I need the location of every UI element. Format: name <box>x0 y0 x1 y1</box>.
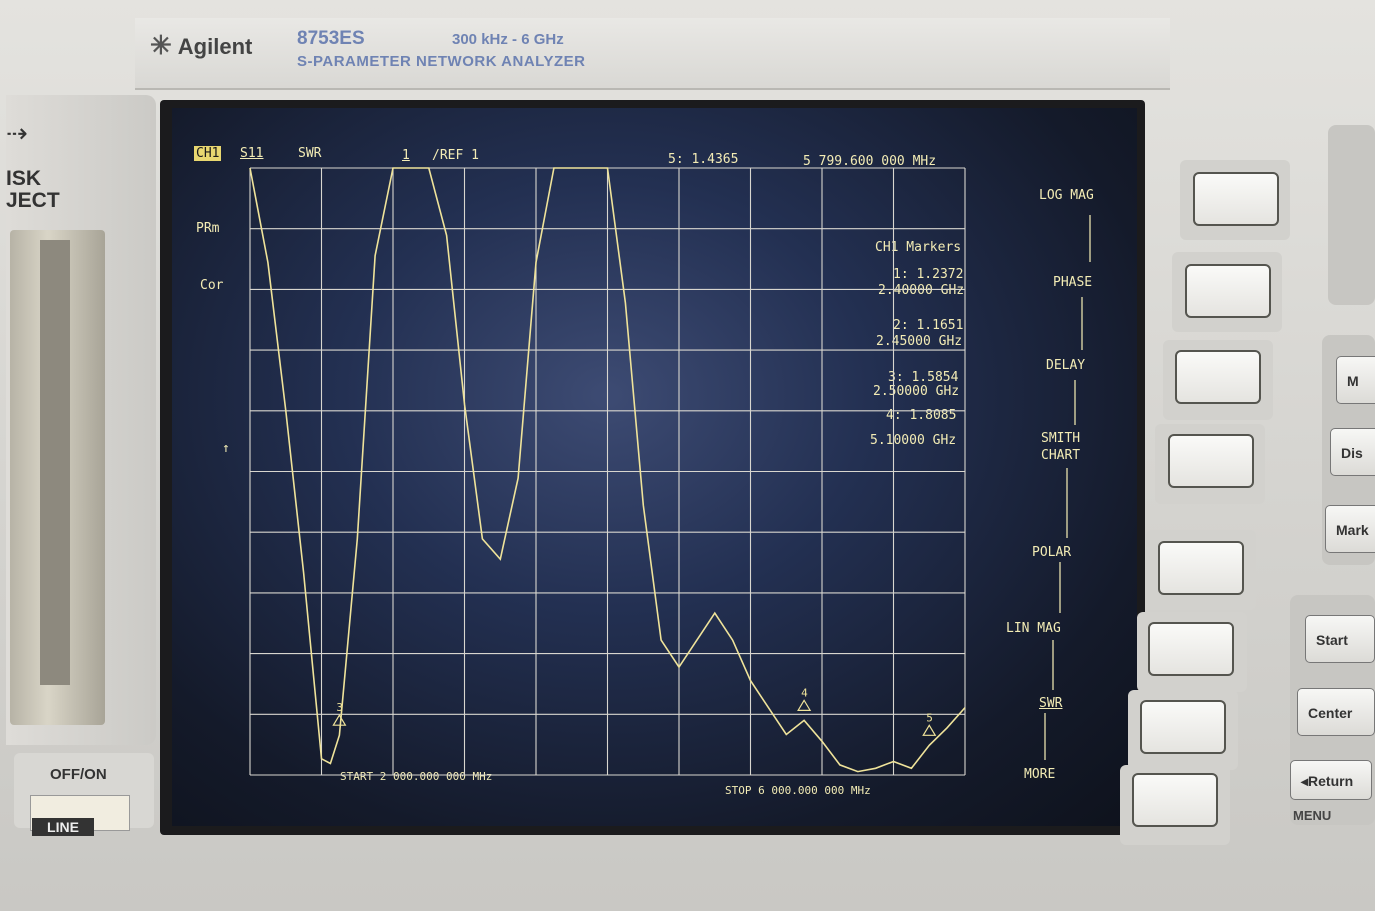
menu-chart: CHART <box>1041 448 1081 463</box>
return-button[interactable]: ◂Return <box>1290 760 1372 800</box>
disk-label-line-1: ISK <box>6 167 42 190</box>
disk-drive-opening <box>40 240 70 685</box>
brand-name: Agilent <box>177 34 253 59</box>
center-button[interactable]: Center <box>1297 688 1375 736</box>
scale-label: 1 <box>402 148 410 163</box>
reference-arrow-icon: ↑ <box>222 441 230 456</box>
menu-section-label: MENU <box>1293 808 1332 823</box>
softkey-2-button[interactable] <box>1185 264 1271 318</box>
agilent-spark-icon: ✳ <box>150 30 172 60</box>
crt-screen <box>172 108 1137 826</box>
power-ranging-indicator: PRm <box>196 221 220 236</box>
channel-indicator: CH1 <box>194 146 222 161</box>
marker-triangle <box>797 699 812 711</box>
marker-1-value: 1: 1.2372 <box>893 267 964 282</box>
softkey-8-button[interactable] <box>1132 773 1218 827</box>
right-indicator-panel <box>1328 125 1375 305</box>
line-label: LINE <box>32 818 94 836</box>
return-arrow-icon: ◂ <box>1301 773 1309 789</box>
menu-swr: SWR <box>1039 696 1063 711</box>
menu-phase: PHASE <box>1053 275 1093 290</box>
menu-lin-mag: LIN MAG <box>1006 621 1061 636</box>
disk-eject-label: ISK JECT <box>6 168 60 212</box>
stop-frequency: STOP 6 000.000 000 MHz <box>725 784 871 797</box>
marker-label: 4 <box>801 686 808 699</box>
brand-logo: ✳ Agilent <box>150 30 252 61</box>
active-marker-value: 5: 1.4365 <box>668 152 739 167</box>
product-subtitle: S-PARAMETER NETWORK ANALYZER <box>297 53 586 70</box>
softkey-3-button[interactable] <box>1175 350 1261 404</box>
marker-table-title: CH1 Markers <box>875 240 962 255</box>
marker-triangle <box>332 714 347 726</box>
menu-log-mag: LOG MAG <box>1039 188 1094 203</box>
marker-4-value: 4: 1.8085 <box>886 408 957 423</box>
format-label: SWR <box>298 146 322 161</box>
menu-delay: DELAY <box>1046 358 1086 373</box>
marker-triangle <box>922 724 937 736</box>
marker-3-value: 3: 1.5854 <box>888 370 959 385</box>
softkey-7-button[interactable] <box>1140 700 1226 754</box>
softkey-1-button[interactable] <box>1193 172 1279 226</box>
softkey-4-button[interactable] <box>1168 434 1254 488</box>
disk-label-line-2: JECT <box>6 189 60 212</box>
marker-button[interactable]: Mark <box>1325 505 1375 553</box>
swr-trace <box>249 167 966 773</box>
model-number: 8753ES <box>297 28 365 49</box>
start-frequency: START 2 000.000 000 MHz <box>340 770 493 783</box>
display-button[interactable]: Dis <box>1330 428 1375 476</box>
return-label: Return <box>1308 773 1354 789</box>
power-label: OFF/ON <box>50 766 107 783</box>
trace-markers: 3 4 5 <box>332 686 937 736</box>
channel-label: CH1 <box>194 146 222 161</box>
reference-label: /REF 1 <box>432 148 479 163</box>
marker-label: 3 <box>336 701 343 714</box>
start-button[interactable]: Start <box>1305 615 1375 663</box>
brand-bar <box>135 18 1170 90</box>
menu-more: MORE <box>1024 767 1056 782</box>
marker-2-value: 2: 1.1651 <box>893 318 964 333</box>
marker-3-frequency: 2.50000 GHz <box>873 384 960 399</box>
marker-4-frequency: 5.10000 GHz <box>870 433 957 448</box>
disk-eject-icon: ⇢ <box>6 118 28 148</box>
marker-label: 5 <box>926 711 933 724</box>
marker-2-frequency: 2.45000 GHz <box>876 334 963 349</box>
correction-indicator: Cor <box>200 278 224 293</box>
active-marker-frequency: 5 799.600 000 MHz <box>803 154 937 169</box>
marker-1-frequency: 2.40000 GHz <box>878 283 965 298</box>
softkey-5-button[interactable] <box>1158 541 1244 595</box>
plot-grid <box>249 167 966 776</box>
softkey-6-button[interactable] <box>1148 622 1234 676</box>
frequency-range: 300 kHz - 6 GHz <box>452 31 564 48</box>
parameter-label: S11 <box>240 146 264 161</box>
measure-button[interactable]: M <box>1336 356 1375 404</box>
menu-smith: SMITH <box>1041 431 1081 446</box>
menu-polar: POLAR <box>1032 545 1072 560</box>
